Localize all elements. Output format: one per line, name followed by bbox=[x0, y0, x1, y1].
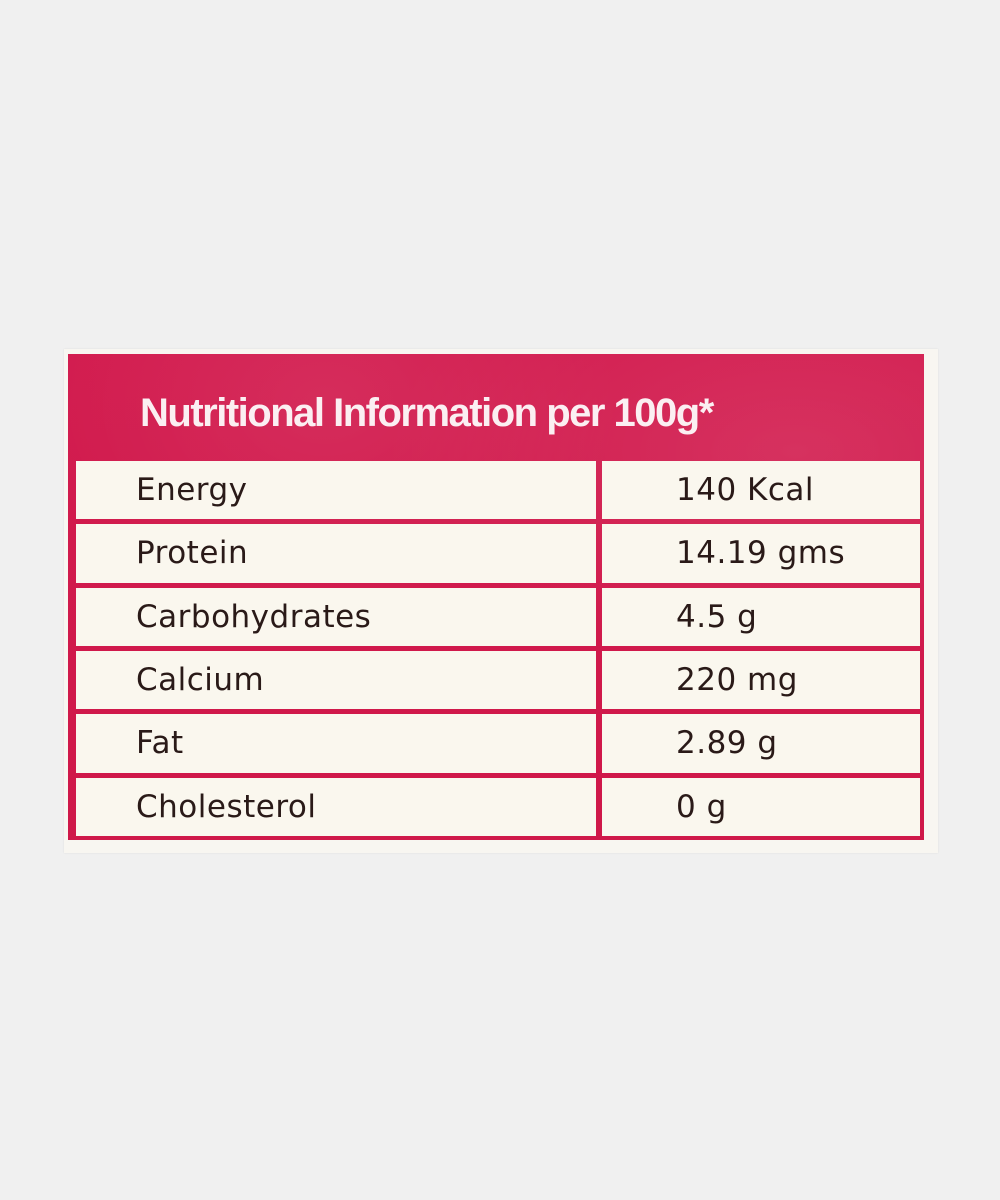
nutrient-name-carbohydrates: Carbohydrates bbox=[76, 587, 596, 646]
nutrient-value-cholesterol: 0 g bbox=[602, 777, 920, 836]
nutrient-name-cholesterol: Cholesterol bbox=[76, 777, 596, 836]
nutrient-name-energy: Energy bbox=[76, 461, 596, 520]
nutrient-name-protein: Protein bbox=[76, 524, 596, 583]
nutrient-value-protein: 14.19 gms bbox=[602, 524, 920, 583]
nutrient-name-fat: Fat bbox=[76, 714, 596, 773]
nutrient-name-calcium: Calcium bbox=[76, 650, 596, 710]
nutrient-value-fat: 2.89 g bbox=[602, 714, 920, 773]
nutrition-table: Energy 140 Kcal Protein 14.19 gms Carboh… bbox=[76, 461, 920, 836]
nutrient-value-energy: 140 Kcal bbox=[602, 461, 920, 520]
nutrition-title: Nutritional Information per 100g* bbox=[140, 391, 714, 435]
nutrient-value-carbohydrates: 4.5 g bbox=[602, 587, 920, 646]
nutrient-value-calcium: 220 mg bbox=[602, 650, 920, 710]
